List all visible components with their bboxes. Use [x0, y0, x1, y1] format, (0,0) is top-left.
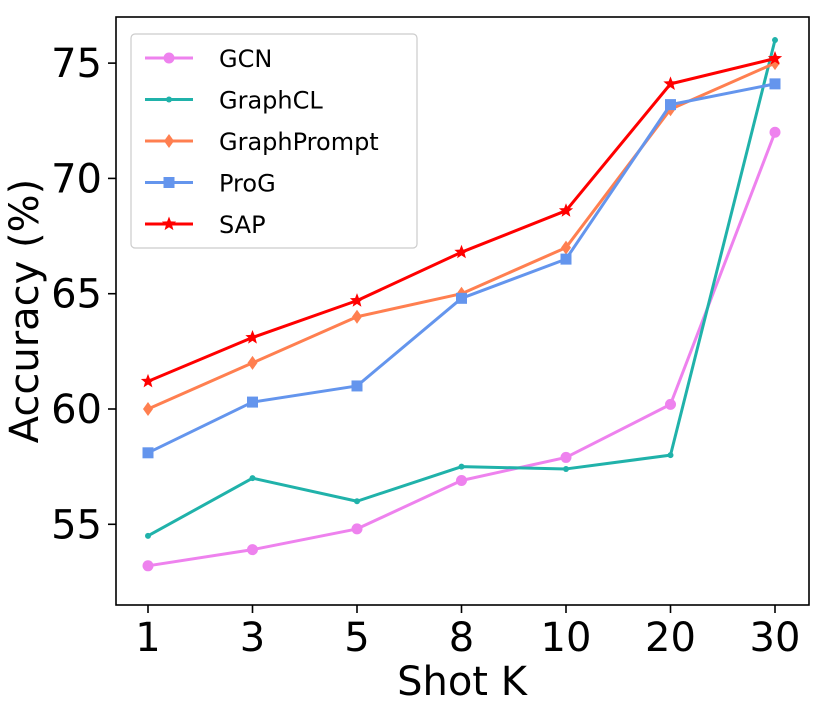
- y-tick-label: 55: [51, 502, 102, 548]
- series-gcn: [142, 126, 781, 572]
- data-point-sap: [454, 244, 469, 259]
- data-point-gcn: [142, 560, 154, 572]
- data-point-sap: [140, 373, 156, 388]
- y-axis-title: Accuracy (%): [2, 179, 48, 444]
- x-tick-label: 20: [645, 615, 696, 661]
- legend-label: GraphCL: [219, 87, 323, 115]
- data-point-prog: [247, 396, 258, 408]
- series-prog: [142, 78, 781, 459]
- legend-marker: [163, 52, 175, 64]
- data-point-prog: [351, 380, 363, 392]
- data-point-sap: [767, 51, 783, 65]
- x-tick-label: 3: [240, 615, 265, 661]
- x-tick-label: 5: [344, 615, 369, 661]
- data-point-prog: [769, 78, 781, 90]
- x-tick-label: 10: [541, 615, 592, 661]
- data-point-prog: [665, 99, 676, 111]
- data-point-graphcl: [772, 37, 778, 44]
- legend-entry-prog: ProG: [145, 170, 276, 198]
- data-point-graphprompt: [247, 355, 258, 370]
- data-point-gcn: [769, 126, 781, 138]
- legend-entry-graphcl: GraphCL: [145, 87, 323, 115]
- x-tick-label: 1: [135, 615, 160, 661]
- data-point-sap: [663, 76, 678, 90]
- data-point-graphcl: [145, 532, 151, 539]
- legend-box: [130, 33, 418, 249]
- data-point-graphprompt: [561, 240, 571, 255]
- x-axis-title: Shot K: [397, 659, 529, 705]
- legend-marker: [161, 216, 177, 231]
- data-point-gcn: [247, 544, 258, 556]
- series-layer: [140, 37, 783, 572]
- legend-entry-graphprompt: GraphPrompt: [145, 128, 379, 156]
- legend: GCN GraphCL GraphPrompt ProG SAP: [130, 33, 418, 249]
- data-point-prog: [456, 292, 467, 304]
- data-point-gcn: [351, 523, 363, 535]
- data-point-gcn: [560, 451, 572, 463]
- series-sap: [140, 51, 783, 388]
- y-axis: 55 60 65 70 75: [51, 41, 116, 548]
- legend-marker: [166, 96, 172, 103]
- data-point-prog: [560, 253, 572, 265]
- data-point-graphcl: [354, 498, 360, 505]
- y-tick-label: 65: [51, 272, 102, 318]
- legend-label: GCN: [219, 45, 272, 73]
- data-point-gcn: [665, 398, 676, 410]
- data-point-graphcl: [249, 475, 256, 482]
- legend-label: SAP: [219, 211, 266, 239]
- data-point-graphcl: [458, 463, 465, 470]
- data-point-graphcl: [563, 465, 569, 472]
- legend-marker: [163, 177, 175, 188]
- y-tick-label: 70: [51, 156, 102, 202]
- legend-label: GraphPrompt: [219, 128, 379, 156]
- data-point-graphcl: [667, 452, 674, 459]
- data-point-graphprompt: [352, 309, 362, 324]
- data-point-sap: [245, 330, 260, 344]
- y-tick-label: 60: [51, 387, 102, 433]
- series-graphcl: [145, 37, 778, 539]
- x-tick-label: 8: [449, 615, 474, 661]
- legend-entry-sap: SAP: [145, 211, 266, 239]
- data-point-sap: [558, 203, 574, 217]
- data-point-graphprompt: [143, 402, 153, 416]
- x-tick-label: 30: [750, 615, 801, 661]
- legend-label: ProG: [219, 170, 276, 198]
- data-point-sap: [349, 293, 365, 307]
- x-axis: 1 3 5 8 10 20 30: [135, 605, 800, 661]
- y-tick-label: 75: [51, 41, 102, 87]
- legend-marker: [164, 134, 174, 148]
- data-point-gcn: [456, 474, 467, 486]
- legend-entry-gcn: GCN: [145, 45, 272, 73]
- data-point-prog: [142, 447, 154, 459]
